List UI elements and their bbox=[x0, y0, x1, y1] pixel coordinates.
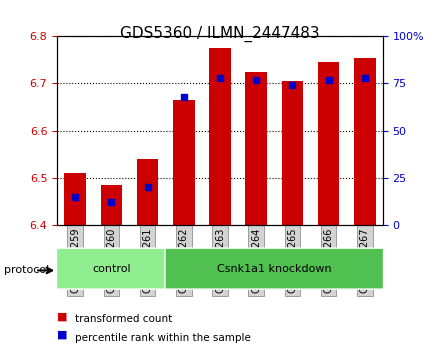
Point bbox=[253, 77, 260, 83]
Point bbox=[180, 94, 187, 99]
Bar bbox=[354, 57, 376, 225]
Point bbox=[72, 194, 79, 200]
Bar bbox=[209, 48, 231, 225]
FancyBboxPatch shape bbox=[56, 248, 166, 289]
Bar bbox=[318, 62, 339, 225]
Bar bbox=[137, 159, 158, 225]
Bar bbox=[246, 72, 267, 225]
Bar bbox=[173, 100, 194, 225]
Point bbox=[216, 75, 224, 81]
Point bbox=[144, 184, 151, 190]
Bar bbox=[64, 173, 86, 225]
Text: ■: ■ bbox=[57, 330, 68, 340]
Text: ■: ■ bbox=[57, 311, 68, 322]
Bar bbox=[282, 81, 303, 225]
Text: percentile rank within the sample: percentile rank within the sample bbox=[75, 333, 251, 343]
Bar bbox=[101, 185, 122, 225]
Text: Csnk1a1 knockdown: Csnk1a1 knockdown bbox=[217, 264, 332, 274]
Text: protocol: protocol bbox=[4, 265, 50, 276]
Point bbox=[325, 77, 332, 83]
Text: control: control bbox=[92, 264, 131, 274]
Point bbox=[361, 75, 368, 81]
Point bbox=[108, 200, 115, 205]
Text: transformed count: transformed count bbox=[75, 314, 172, 325]
Text: GDS5360 / ILMN_2447483: GDS5360 / ILMN_2447483 bbox=[120, 25, 320, 42]
FancyBboxPatch shape bbox=[165, 248, 384, 289]
Point bbox=[289, 82, 296, 88]
